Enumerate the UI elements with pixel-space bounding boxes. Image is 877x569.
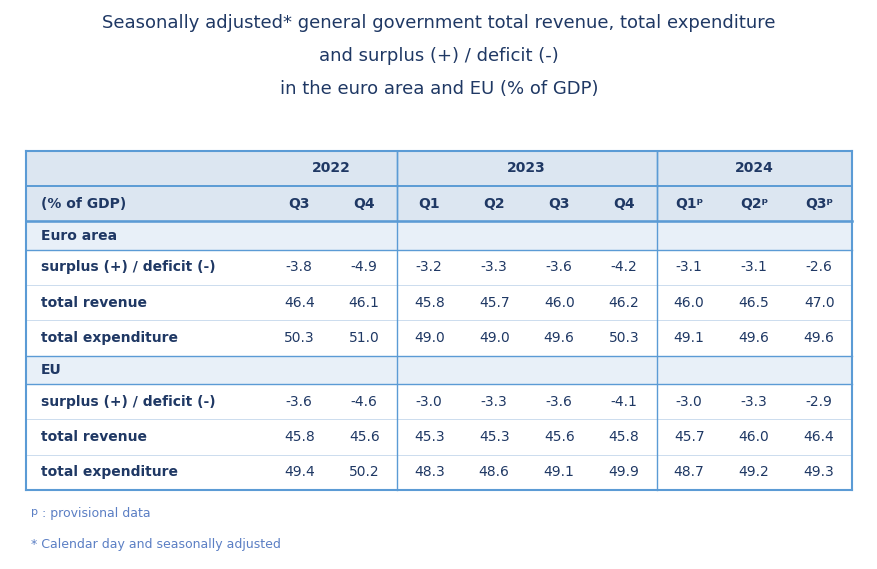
Text: -4.6: -4.6: [351, 395, 377, 409]
Bar: [26, 285, 851, 320]
Bar: [26, 221, 851, 250]
Text: 49.3: 49.3: [802, 465, 833, 479]
Text: 49.1: 49.1: [543, 465, 574, 479]
Bar: [26, 356, 851, 384]
Text: -3.6: -3.6: [545, 261, 572, 274]
Text: Q2: Q2: [483, 197, 504, 211]
Text: -2.6: -2.6: [805, 261, 831, 274]
Text: -3.2: -3.2: [416, 261, 442, 274]
Text: Seasonally adjusted* general government total revenue, total expenditure: Seasonally adjusted* general government …: [102, 14, 775, 32]
Text: -3.3: -3.3: [740, 395, 766, 409]
Text: surplus (+) / deficit (-): surplus (+) / deficit (-): [40, 261, 215, 274]
Text: -4.2: -4.2: [610, 261, 637, 274]
Bar: [26, 320, 851, 356]
Text: 46.2: 46.2: [608, 296, 638, 310]
Bar: [26, 384, 851, 419]
Text: -3.8: -3.8: [285, 261, 312, 274]
Text: total expenditure: total expenditure: [40, 465, 177, 479]
Text: 49.6: 49.6: [543, 331, 574, 345]
Text: 46.4: 46.4: [283, 296, 314, 310]
Text: Q4: Q4: [613, 197, 634, 211]
Text: Euro area: Euro area: [40, 229, 117, 242]
Text: 49.4: 49.4: [283, 465, 314, 479]
Bar: [26, 455, 851, 490]
Text: -3.3: -3.3: [481, 261, 507, 274]
Text: 49.1: 49.1: [673, 331, 704, 345]
Text: in the euro area and EU (% of GDP): in the euro area and EU (% of GDP): [280, 80, 597, 98]
Text: -3.0: -3.0: [675, 395, 702, 409]
Text: Q1ᵖ: Q1ᵖ: [674, 197, 702, 211]
Text: 45.7: 45.7: [674, 430, 703, 444]
Text: 2024: 2024: [734, 162, 773, 175]
Text: 49.2: 49.2: [738, 465, 768, 479]
Text: 45.6: 45.6: [543, 430, 574, 444]
Text: total revenue: total revenue: [40, 296, 146, 310]
Bar: [26, 250, 851, 285]
Text: Q4: Q4: [353, 197, 374, 211]
Text: 46.0: 46.0: [673, 296, 703, 310]
Text: 2022: 2022: [312, 162, 351, 175]
Text: Q3ᵖ: Q3ᵖ: [804, 197, 832, 211]
Text: -3.6: -3.6: [285, 395, 312, 409]
Text: -3.1: -3.1: [675, 261, 702, 274]
Text: 45.8: 45.8: [413, 296, 444, 310]
Text: * Calendar day and seasonally adjusted: * Calendar day and seasonally adjusted: [31, 538, 281, 551]
Text: -3.6: -3.6: [545, 395, 572, 409]
Text: -3.0: -3.0: [416, 395, 442, 409]
Text: Q3: Q3: [548, 197, 569, 211]
Text: Q2ᵖ: Q2ᵖ: [739, 197, 767, 211]
Text: total expenditure: total expenditure: [40, 331, 177, 345]
Text: 45.7: 45.7: [478, 296, 509, 310]
Text: Q1: Q1: [418, 197, 439, 211]
Text: 45.3: 45.3: [478, 430, 509, 444]
Text: -3.3: -3.3: [481, 395, 507, 409]
Text: 46.5: 46.5: [738, 296, 768, 310]
Text: 45.8: 45.8: [283, 430, 314, 444]
Text: Q3: Q3: [289, 197, 310, 211]
Text: 50.3: 50.3: [608, 331, 638, 345]
Text: 49.6: 49.6: [802, 331, 834, 345]
Text: -4.1: -4.1: [610, 395, 637, 409]
Bar: [26, 186, 851, 221]
Bar: [26, 419, 851, 455]
Text: 48.7: 48.7: [673, 465, 703, 479]
Text: 45.3: 45.3: [413, 430, 444, 444]
Text: 46.1: 46.1: [348, 296, 379, 310]
Bar: [26, 151, 851, 186]
Text: -3.1: -3.1: [740, 261, 766, 274]
Text: 49.0: 49.0: [413, 331, 444, 345]
Text: -4.9: -4.9: [351, 261, 377, 274]
Text: 49.6: 49.6: [738, 331, 769, 345]
Text: EU: EU: [40, 363, 61, 377]
Text: 47.0: 47.0: [803, 296, 833, 310]
Text: 49.9: 49.9: [608, 465, 638, 479]
Text: p: p: [31, 507, 38, 517]
Text: and surplus (+) / deficit (-): and surplus (+) / deficit (-): [318, 47, 559, 65]
Text: 49.0: 49.0: [478, 331, 509, 345]
Text: 2023: 2023: [507, 162, 545, 175]
Text: 50.3: 50.3: [283, 331, 314, 345]
Text: 46.0: 46.0: [543, 296, 574, 310]
Text: 46.4: 46.4: [802, 430, 833, 444]
Text: -2.9: -2.9: [805, 395, 831, 409]
Text: (% of GDP): (% of GDP): [40, 197, 126, 211]
Text: 45.6: 45.6: [348, 430, 379, 444]
Text: total revenue: total revenue: [40, 430, 146, 444]
Text: 51.0: 51.0: [348, 331, 379, 345]
Text: 45.8: 45.8: [608, 430, 638, 444]
Text: 50.2: 50.2: [348, 465, 379, 479]
Text: 46.0: 46.0: [738, 430, 768, 444]
Text: 48.6: 48.6: [478, 465, 509, 479]
Text: 48.3: 48.3: [413, 465, 444, 479]
Text: : provisional data: : provisional data: [42, 507, 151, 520]
Text: surplus (+) / deficit (-): surplus (+) / deficit (-): [40, 395, 215, 409]
